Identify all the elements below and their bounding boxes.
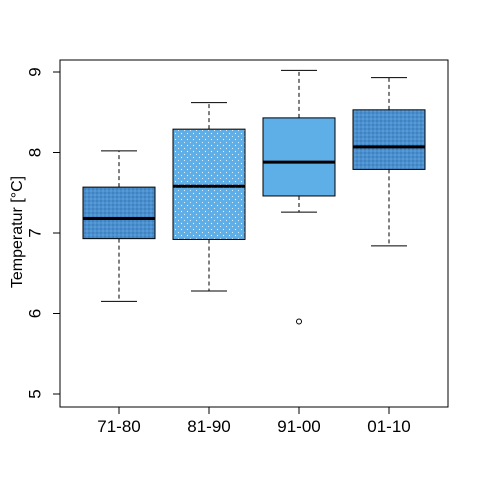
x-tick-label: 01-10 xyxy=(367,417,410,436)
x-tick-label: 71-80 xyxy=(97,417,140,436)
box-body xyxy=(172,128,246,240)
box-body xyxy=(82,186,156,240)
box-81-90 xyxy=(172,102,246,292)
y-tick-label: 6 xyxy=(25,309,44,318)
box-91-00 xyxy=(262,69,336,325)
box-01-10 xyxy=(352,77,426,247)
box-body xyxy=(262,117,336,197)
x-tick-label: 91-00 xyxy=(277,417,320,436)
y-tick-label: 7 xyxy=(25,228,44,237)
box-71-80 xyxy=(82,150,156,302)
box-body xyxy=(352,109,426,170)
y-tick-label: 9 xyxy=(25,67,44,76)
boxes-layer xyxy=(82,69,426,325)
x-axis: 71-80 81-90 91-00 01-10 xyxy=(97,406,411,436)
y-tick-label: 5 xyxy=(25,389,44,398)
outlier-point xyxy=(296,318,302,325)
x-tick-label: 81-90 xyxy=(187,417,230,436)
y-tick-label: 8 xyxy=(25,148,44,157)
y-axis-title: Temperatur [°C] xyxy=(9,176,26,288)
y-axis: 5 6 7 8 9 xyxy=(25,67,61,399)
